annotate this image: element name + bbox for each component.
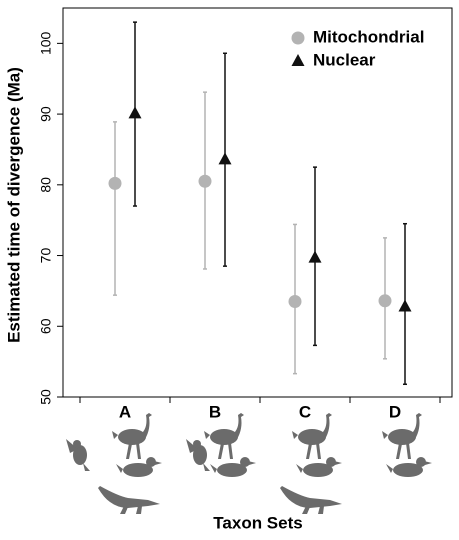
y-tick-label: 90 xyxy=(38,106,54,122)
point xyxy=(288,295,302,309)
legend-marker xyxy=(291,31,305,45)
point xyxy=(198,174,212,188)
point xyxy=(308,250,322,263)
x-axis-label: Taxon Sets xyxy=(213,513,302,532)
point xyxy=(398,299,412,312)
point xyxy=(128,106,142,119)
y-tick-label: 80 xyxy=(38,177,54,193)
point xyxy=(218,152,232,165)
x-tick-label: D xyxy=(389,402,401,421)
point xyxy=(108,176,122,190)
x-tick-label: A xyxy=(119,402,131,421)
y-tick-label: 50 xyxy=(38,389,54,405)
x-tick-label: C xyxy=(299,402,311,421)
silhouettes xyxy=(66,413,432,514)
legend-marker xyxy=(291,54,305,66)
y-tick-label: 100 xyxy=(38,31,54,55)
x-tick-label: B xyxy=(209,402,221,421)
plot-frame xyxy=(62,7,453,398)
y-axis-label: Estimated time of divergence (Ma) xyxy=(4,67,23,343)
legend-label: Mitochondrial xyxy=(313,27,424,46)
point xyxy=(378,294,392,308)
y-tick-label: 60 xyxy=(38,318,54,334)
legend-label: Nuclear xyxy=(313,50,376,69)
y-tick-label: 70 xyxy=(38,248,54,264)
